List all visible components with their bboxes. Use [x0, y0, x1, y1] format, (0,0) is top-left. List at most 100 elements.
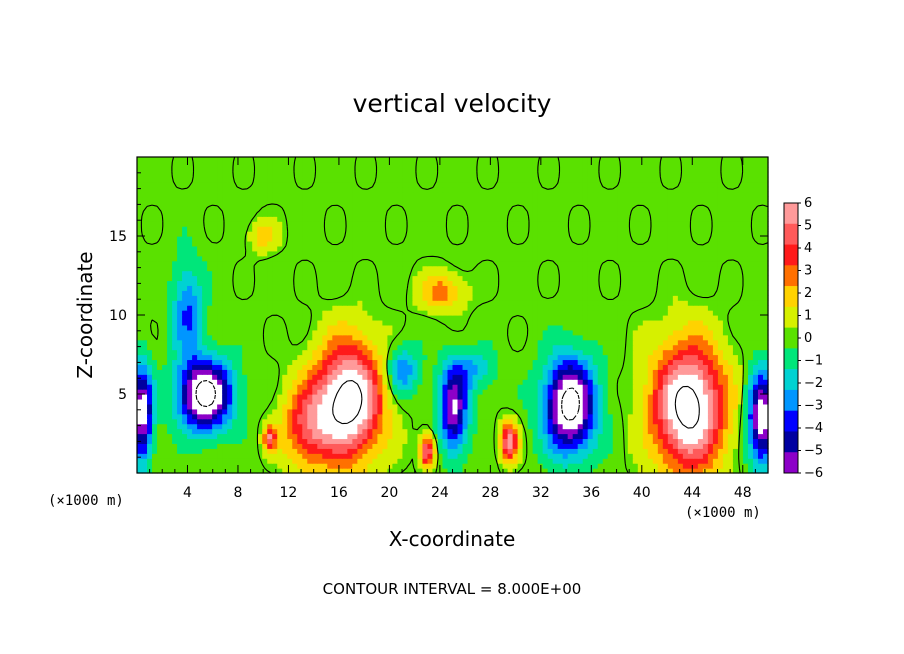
heatmap-cell [237, 413, 243, 420]
heatmap-cell [757, 339, 764, 346]
heatmap-cell [722, 305, 729, 311]
heatmap-cell [737, 329, 744, 336]
heatmap-cell [632, 428, 639, 435]
heatmap-cell [687, 324, 694, 331]
heatmap-cell [697, 280, 704, 286]
heatmap-cell [542, 339, 549, 346]
heatmap-cell [227, 413, 233, 420]
heatmap-cell [652, 354, 659, 361]
heatmap-cell [712, 285, 719, 291]
heatmap-cell [182, 438, 188, 444]
heatmap-cell [552, 334, 559, 341]
heatmap-cell [462, 369, 469, 375]
heatmap-cell [382, 428, 388, 435]
heatmap-cell [707, 448, 714, 454]
heatmap-cell [232, 438, 238, 444]
heatmap-cell [682, 458, 689, 464]
heatmap-cell [552, 379, 559, 385]
heatmap-cell [152, 275, 158, 282]
heatmap-cell [332, 354, 338, 361]
heatmap-cell [357, 319, 363, 326]
heatmap-cell [757, 324, 764, 331]
heatmap-cell [377, 389, 383, 395]
heatmap-cell [397, 379, 404, 385]
heatmap-cell [142, 398, 148, 405]
heatmap-cell [727, 354, 734, 361]
heatmap-cell [632, 408, 639, 415]
heatmap-cell [562, 418, 569, 425]
heatmap-cell [187, 428, 193, 435]
heatmap-cell [442, 418, 449, 425]
heatmap-cell [212, 463, 218, 469]
heatmap-cell [367, 468, 373, 474]
heatmap-cell [667, 389, 674, 395]
heatmap-cell [647, 443, 654, 449]
heatmap-cell [392, 394, 399, 400]
heatmap-cell [152, 359, 158, 365]
heatmap-cell [697, 423, 704, 430]
heatmap-cell [517, 275, 524, 282]
heatmap-cell [437, 394, 444, 400]
heatmap-cell [762, 448, 769, 454]
heatmap-cell [177, 389, 183, 395]
heatmap-cell [747, 280, 754, 286]
heatmap-cell [337, 379, 343, 385]
heatmap-cell [622, 448, 629, 454]
heatmap-cell [422, 433, 429, 440]
heatmap-cell [617, 285, 624, 291]
heatmap-cell [577, 394, 584, 400]
heatmap-cell [507, 413, 514, 420]
heatmap-cell [192, 315, 198, 321]
heatmap-cell [497, 379, 504, 385]
heatmap-cell [687, 418, 694, 425]
heatmap-cell [677, 295, 684, 301]
heatmap-cell [182, 285, 188, 291]
heatmap-cell [347, 453, 353, 459]
heatmap-cell [407, 319, 414, 326]
heatmap-cell [612, 324, 619, 331]
heatmap-cell [212, 315, 218, 321]
heatmap-cell [492, 468, 499, 474]
heatmap-cell [352, 359, 358, 365]
heatmap-cell [172, 418, 178, 425]
heatmap-cell [487, 458, 494, 464]
heatmap-cell [602, 334, 609, 341]
heatmap-cell [172, 398, 178, 405]
heatmap-cell [147, 379, 153, 385]
heatmap-cell [392, 305, 399, 311]
heatmap-cell [432, 349, 439, 356]
heatmap-cell [487, 389, 494, 395]
heatmap-cell [492, 389, 499, 395]
heatmap-cell [562, 295, 569, 301]
heatmap-cell [657, 423, 664, 430]
heatmap-cell [712, 453, 719, 459]
heatmap-cell [682, 315, 689, 321]
heatmap-cell [382, 364, 388, 370]
heatmap-cell [432, 413, 439, 420]
heatmap-cell [462, 374, 469, 380]
heatmap-cell [252, 374, 258, 380]
heatmap-cell [592, 458, 599, 464]
heatmap-cell [682, 418, 689, 425]
heatmap-cell [407, 423, 414, 430]
heatmap-cell [597, 280, 604, 286]
heatmap-cell [182, 354, 188, 361]
heatmap-cell [652, 468, 659, 474]
heatmap-cell [237, 285, 243, 291]
heatmap-cell [622, 384, 629, 390]
heatmap-cell [602, 290, 609, 296]
heatmap-cell [687, 344, 694, 351]
heatmap-cell [622, 374, 629, 380]
heatmap-cell [257, 329, 263, 336]
heatmap-cell [477, 359, 484, 365]
heatmap-cell [727, 403, 734, 410]
heatmap-cell [497, 339, 504, 346]
heatmap-cell [167, 448, 173, 454]
heatmap-cell [597, 339, 604, 346]
heatmap-cell [687, 339, 694, 346]
heatmap-cell [742, 443, 749, 449]
heatmap-cell [557, 349, 564, 356]
heatmap-cell [317, 339, 323, 346]
heatmap-cell [452, 310, 459, 316]
heatmap-cell [202, 300, 208, 306]
